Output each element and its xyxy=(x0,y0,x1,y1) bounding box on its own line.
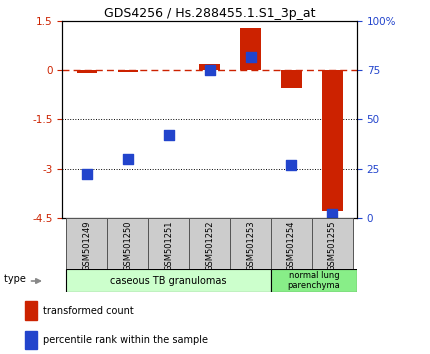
Bar xyxy=(77,70,97,73)
Point xyxy=(247,54,254,59)
Bar xyxy=(200,64,220,70)
Text: GSM501249: GSM501249 xyxy=(83,220,92,271)
Text: caseous TB granulomas: caseous TB granulomas xyxy=(111,275,227,286)
Point xyxy=(329,211,336,217)
Bar xyxy=(230,218,271,269)
Text: GSM501251: GSM501251 xyxy=(164,220,173,271)
Bar xyxy=(189,218,230,269)
Title: GDS4256 / Hs.288455.1.S1_3p_at: GDS4256 / Hs.288455.1.S1_3p_at xyxy=(104,7,315,20)
Bar xyxy=(322,70,343,211)
Point xyxy=(83,172,90,177)
Bar xyxy=(312,218,353,269)
Bar xyxy=(240,28,261,70)
Text: GSM501255: GSM501255 xyxy=(328,220,337,271)
Bar xyxy=(148,218,189,269)
Bar xyxy=(281,70,302,88)
Text: GSM501252: GSM501252 xyxy=(205,220,214,271)
Bar xyxy=(108,218,148,269)
Text: cell type: cell type xyxy=(0,274,26,284)
Text: GSM501253: GSM501253 xyxy=(246,220,255,271)
Point xyxy=(124,156,131,161)
Bar xyxy=(67,269,271,292)
Text: GSM501250: GSM501250 xyxy=(123,220,132,271)
Text: percentile rank within the sample: percentile rank within the sample xyxy=(43,335,208,345)
Point xyxy=(288,162,295,167)
Point xyxy=(206,68,213,73)
Bar xyxy=(117,70,138,72)
Bar xyxy=(25,302,37,320)
Text: transformed count: transformed count xyxy=(43,306,134,316)
Text: GSM501254: GSM501254 xyxy=(287,220,296,271)
Text: normal lung
parenchyma: normal lung parenchyma xyxy=(288,271,340,290)
Point xyxy=(165,132,172,138)
Bar xyxy=(271,218,312,269)
Bar xyxy=(25,331,37,349)
Bar xyxy=(67,218,108,269)
Bar xyxy=(271,269,357,292)
